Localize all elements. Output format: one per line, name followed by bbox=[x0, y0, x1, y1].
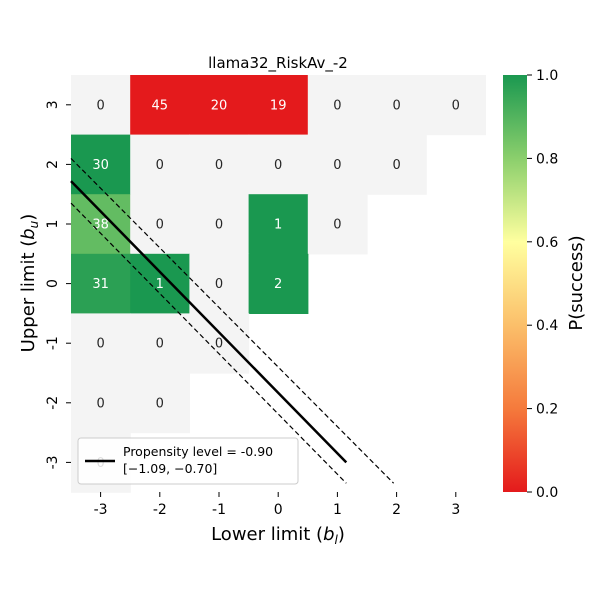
x-tick-label: 0 bbox=[274, 502, 283, 518]
cell-count-label: 0 bbox=[333, 98, 341, 113]
colorbar-tick-label: 0.6 bbox=[536, 235, 558, 251]
colorbar-gradient bbox=[503, 75, 527, 492]
x-tick-label: -3 bbox=[94, 502, 108, 518]
legend-line2: [−1.09, −0.70] bbox=[123, 461, 217, 476]
heatmap-cell bbox=[307, 134, 368, 195]
y-tick-label: 3 bbox=[45, 100, 61, 109]
legend-line1: Propensity level = -0.90 bbox=[123, 444, 273, 459]
colorbar-tick-label: 0.2 bbox=[536, 402, 558, 418]
x-axis-label: Lower limit (bl) bbox=[211, 524, 345, 547]
cell-count-label: 20 bbox=[211, 98, 228, 113]
heatmap-cell bbox=[189, 313, 250, 374]
cell-count-label: 0 bbox=[215, 337, 223, 352]
heatmap-cell bbox=[189, 253, 250, 314]
heatmap-cell bbox=[130, 75, 190, 136]
y-tick-label: -3 bbox=[45, 455, 61, 469]
x-tick-label: 3 bbox=[451, 502, 460, 518]
heatmap-cell bbox=[248, 134, 309, 195]
y-tick-label: -1 bbox=[45, 336, 61, 350]
heatmap-cell bbox=[130, 134, 190, 195]
heatmap-cell bbox=[71, 75, 131, 136]
cell-count-label: 0 bbox=[156, 396, 164, 411]
colorbar-tick-label: 0.0 bbox=[536, 485, 558, 501]
chart-title: llama32_RiskAv_-2 bbox=[208, 54, 348, 73]
cell-count-label: 30 bbox=[92, 158, 109, 173]
cell-count-label: 0 bbox=[392, 98, 400, 113]
cell-count-label: 0 bbox=[215, 218, 223, 233]
heatmap-cell bbox=[130, 253, 190, 314]
cell-count-label: 2 bbox=[274, 277, 282, 292]
cell-count-label: 0 bbox=[156, 158, 164, 173]
cell-count-label: 0 bbox=[333, 218, 341, 233]
colorbar-tick-label: 0.8 bbox=[536, 151, 558, 167]
colorbar: 0.0 0.2 0.4 0.6 0.8 1.0 P(success) bbox=[503, 68, 587, 501]
heatmap-cell bbox=[189, 134, 250, 195]
cell-count-label: 0 bbox=[452, 98, 460, 113]
x-tick-label: -1 bbox=[212, 502, 226, 518]
colorbar-label: P(success) bbox=[566, 235, 587, 330]
y-tick-label: 1 bbox=[45, 220, 61, 229]
y-tick-label: -2 bbox=[45, 396, 61, 410]
confidence-bound-line bbox=[70, 202, 347, 484]
heatmap-cell bbox=[130, 373, 190, 434]
heatmap-cell bbox=[130, 194, 190, 255]
confidence-bound-line bbox=[70, 158, 395, 484]
heatmap-cell bbox=[71, 253, 131, 314]
cell-count-label: 31 bbox=[92, 277, 109, 292]
legend: Propensity level = -0.90 [−1.09, −0.70] bbox=[77, 437, 299, 485]
heatmap-cell bbox=[367, 75, 427, 136]
heatmap-cell bbox=[189, 75, 250, 136]
cell-count-label: 19 bbox=[270, 98, 287, 113]
cell-count-label: 1 bbox=[156, 277, 164, 292]
heatmap-cell bbox=[426, 75, 486, 136]
heatmap-cell bbox=[71, 313, 131, 374]
heatmap-cell bbox=[71, 373, 131, 434]
cell-count-label: 0 bbox=[96, 98, 104, 113]
y-tick-label: 0 bbox=[45, 279, 61, 288]
x-axis-ticks: -3 -2 -1 0 1 2 3 bbox=[94, 492, 460, 518]
x-tick-label: 1 bbox=[333, 502, 342, 518]
cell-count-label: 0 bbox=[156, 337, 164, 352]
cell-count-label: 45 bbox=[152, 98, 169, 113]
heatmap-cell bbox=[307, 75, 368, 136]
y-axis-label: Upper limit (bu) bbox=[18, 214, 41, 353]
cell-count-label: 0 bbox=[96, 337, 104, 352]
heatmap-cell bbox=[248, 253, 309, 314]
cell-count-label: 0 bbox=[156, 218, 164, 233]
heatmap-cell bbox=[248, 75, 309, 136]
cell-count-label: 0 bbox=[333, 158, 341, 173]
cell-count-label: 0 bbox=[392, 158, 400, 173]
heatmap-cell bbox=[71, 134, 131, 195]
x-tick-label: 2 bbox=[392, 502, 401, 518]
x-tick-label: -2 bbox=[153, 502, 167, 518]
heatmap-cell bbox=[248, 194, 309, 255]
heatmap-cell bbox=[71, 194, 131, 255]
heatmap-cell bbox=[130, 313, 190, 374]
propensity-lines bbox=[70, 158, 395, 484]
colorbar-tick-label: 1.0 bbox=[536, 68, 558, 84]
propensity-fit-line bbox=[70, 180, 348, 464]
colorbar-ticks: 0.0 0.2 0.4 0.6 0.8 1.0 bbox=[527, 68, 558, 501]
heatmap-cell bbox=[307, 194, 368, 255]
y-axis-ticks: 3 2 1 0 -1 -2 -3 bbox=[45, 100, 71, 469]
colorbar-tick-label: 0.4 bbox=[536, 318, 558, 334]
cell-count-label: 0 bbox=[274, 158, 282, 173]
heatmap-cell bbox=[189, 194, 250, 255]
cell-count-label: 38 bbox=[92, 218, 109, 233]
cell-count-label: 1 bbox=[274, 218, 282, 233]
cell-count-label: 0 bbox=[215, 277, 223, 292]
heatmap-cell bbox=[367, 134, 427, 195]
y-tick-label: 2 bbox=[45, 160, 61, 169]
cell-count-label: 0 bbox=[215, 158, 223, 173]
legend-box bbox=[77, 437, 299, 485]
cell-count-label: 0 bbox=[96, 396, 104, 411]
